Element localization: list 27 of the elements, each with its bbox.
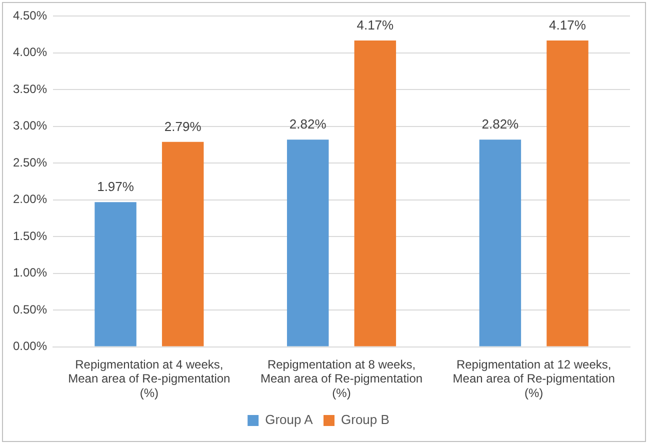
data-label: 2.82% [289,116,327,132]
data-label: 2.79% [164,118,202,134]
y-tick-label: 0.50% [12,302,48,316]
y-tick-label: 3.50% [12,82,48,96]
y-tick-label: 4.50% [12,8,48,23]
x-tick-label: Repigmentation at 8 weeks, Mean area of Re-pigmentation (%) [260,357,423,400]
bar [546,40,588,346]
bar [162,142,204,346]
data-label: 4.17% [549,18,586,33]
bar [354,40,396,346]
y-tick-label: 0.00% [12,339,48,354]
y-tick-label: 3.00% [12,118,48,133]
legend-label: Group A [265,412,314,428]
x-tick-label: Repigmentation at 12 weeks, Mean area of Re-pigmentation (%) [452,357,615,400]
data-label: 2.82% [482,116,520,132]
legend-label: Group B [341,412,390,428]
y-tick-label: 4.00% [12,45,48,60]
bar [286,140,329,346]
y-tick-label: 2.00% [12,192,48,206]
y-tick-label: 2.50% [12,155,48,170]
data-label: 4.17% [356,18,394,33]
y-tick-label: 1.50% [12,228,48,243]
x-tick-label: Repigmentation at 4 weeks, Mean area of Re-pigmentation (%) [68,357,230,400]
data-label: 1.97% [97,179,134,194]
bar [479,140,522,346]
y-tick-label: 1.00% [12,266,48,280]
bar [94,202,136,346]
